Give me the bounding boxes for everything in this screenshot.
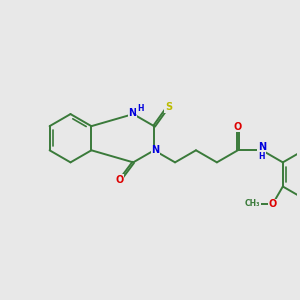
Text: O: O	[116, 175, 124, 185]
Text: H: H	[259, 152, 265, 161]
Text: S: S	[165, 102, 172, 112]
Text: CH₃: CH₃	[245, 199, 260, 208]
Text: O: O	[234, 122, 242, 132]
Text: N: N	[258, 142, 266, 152]
Text: H: H	[137, 104, 143, 113]
Text: N: N	[129, 108, 137, 118]
Text: N: N	[152, 145, 160, 155]
Text: O: O	[268, 199, 276, 209]
